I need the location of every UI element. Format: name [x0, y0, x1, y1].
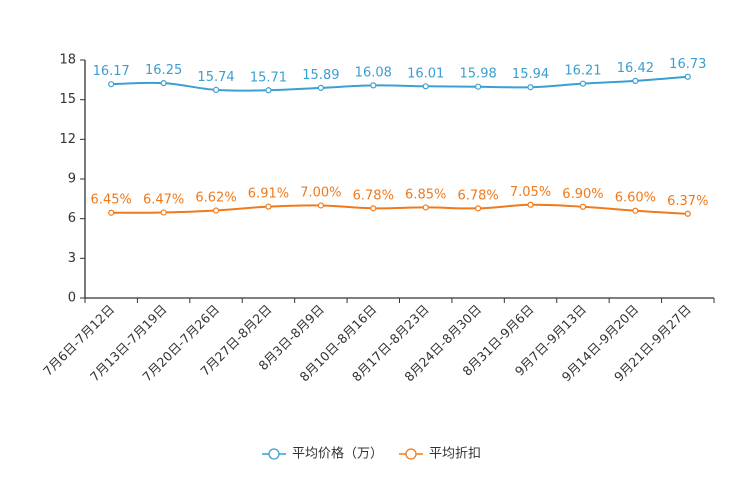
data-label: 7.05% [510, 185, 551, 200]
series-line-0 [111, 75, 688, 92]
data-label: 6.90% [562, 187, 603, 202]
data-label: 6.78% [353, 188, 394, 203]
data-point[interactable] [265, 203, 272, 210]
legend-marker-icon [405, 448, 417, 460]
data-point[interactable] [370, 205, 377, 212]
data-point[interactable] [317, 202, 324, 209]
data-label: 16.01 [407, 66, 444, 81]
data-label: 16.17 [93, 64, 130, 79]
legend-item-1[interactable]: 平均折扣 [399, 447, 481, 462]
y-tick-label: 12 [59, 132, 76, 147]
data-label: 15.71 [250, 70, 287, 85]
data-point[interactable] [108, 81, 115, 88]
data-point[interactable] [317, 84, 324, 91]
data-point[interactable] [370, 82, 377, 89]
y-tick-label: 3 [68, 251, 76, 266]
data-label: 6.85% [405, 187, 446, 202]
data-point[interactable] [632, 77, 639, 84]
data-label: 16.25 [145, 63, 182, 78]
data-point[interactable] [684, 210, 691, 217]
data-point[interactable] [160, 209, 167, 216]
axes [84, 60, 714, 299]
data-point[interactable] [684, 73, 691, 80]
y-tick-label: 18 [59, 53, 76, 68]
x-axis-ticks: 7月6日-7月12日7月13日-7月19日7月20日-7月26日7月27日-8月… [40, 298, 715, 384]
series-line-1 [111, 203, 688, 215]
legend-item-0[interactable]: 平均价格（万） [262, 446, 383, 462]
data-point[interactable] [212, 86, 220, 93]
data-point[interactable] [527, 201, 534, 208]
data-label: 15.74 [197, 70, 234, 85]
y-tick-label: 0 [68, 291, 76, 306]
data-point[interactable] [475, 83, 482, 90]
data-label: 16.73 [669, 57, 706, 72]
data-label: 6.60% [615, 191, 656, 206]
data-point[interactable] [422, 83, 429, 90]
series-points [108, 73, 691, 217]
data-label: 7.00% [300, 185, 341, 200]
series-lines [111, 75, 688, 215]
data-label: 6.45% [91, 193, 132, 208]
data-label: 15.98 [460, 67, 497, 82]
data-label: 16.08 [355, 65, 392, 80]
data-label: 16.21 [564, 64, 601, 79]
data-label: 16.42 [617, 61, 654, 76]
data-point[interactable] [579, 80, 587, 87]
data-labels: 16.17 16.25 15.74 15.71 15.89 16.08 16.01 15.98… [91, 57, 709, 209]
data-label: 6.62% [195, 190, 236, 205]
data-point[interactable] [212, 207, 220, 214]
y-tick-label: 15 [59, 92, 76, 107]
data-point[interactable] [475, 205, 482, 212]
data-label: 15.89 [302, 68, 339, 83]
data-point[interactable] [108, 209, 115, 216]
data-point[interactable] [265, 87, 272, 94]
data-label: 6.47% [143, 192, 184, 207]
y-tick-label: 9 [68, 172, 76, 187]
data-label: 6.91% [248, 187, 289, 202]
legend-label: 平均折扣 [429, 447, 481, 462]
data-label: 15.94 [512, 67, 549, 82]
data-point[interactable] [160, 80, 167, 87]
data-label: 6.37% [667, 194, 708, 209]
data-label: 6.78% [457, 188, 498, 203]
data-point[interactable] [422, 204, 429, 211]
data-point[interactable] [579, 203, 587, 210]
legend-marker-icon [268, 448, 280, 460]
y-axis-ticks: 0 3 6 9 12 15 18 [59, 53, 85, 306]
y-tick-label: 6 [68, 211, 76, 226]
legend[interactable]: 平均价格（万） 平均折扣 [262, 446, 481, 462]
data-point[interactable] [527, 84, 534, 91]
legend-label: 平均价格（万） [292, 446, 383, 462]
data-point[interactable] [632, 207, 639, 214]
